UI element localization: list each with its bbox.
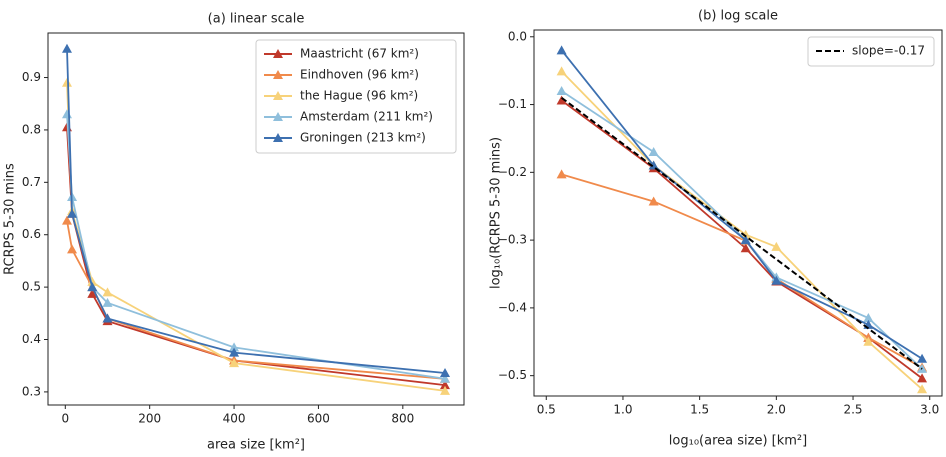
marker (648, 160, 659, 170)
marker (771, 241, 782, 251)
legend: slope=-0.17 (807, 36, 935, 67)
marker (740, 243, 751, 253)
marker (440, 368, 451, 378)
marker (863, 336, 874, 346)
x-tick-label: 0.5 (537, 403, 556, 417)
marker (67, 208, 78, 218)
x-tick-label: 2.0 (767, 403, 786, 417)
marker (556, 45, 567, 55)
legend-marker (273, 70, 283, 79)
y-tick-label: 0.6 (22, 227, 41, 241)
y-tick-label: 0.3 (22, 384, 41, 398)
marker (440, 385, 451, 395)
marker (648, 196, 659, 206)
legend-label: the Hague (96 km²) (300, 89, 418, 103)
y-tick-label: 0.4 (22, 332, 41, 346)
legend-box (255, 39, 457, 154)
chart-title: (a) linear scale (208, 12, 305, 27)
plot-frame (533, 29, 943, 397)
legend-marker (273, 112, 283, 121)
y-tick-label: −0.1 (498, 97, 527, 111)
legend-label: slope=-0.17 (852, 44, 925, 58)
series-line (561, 99, 923, 380)
x-tick-label: 200 (138, 412, 161, 426)
marker (61, 43, 72, 53)
x-tick-label: 400 (223, 412, 246, 426)
x-tick-label: 1.5 (690, 403, 709, 417)
marker (556, 66, 567, 76)
legend-label: Amsterdam (211 km²) (300, 110, 433, 124)
series-line (66, 114, 446, 380)
marker (61, 77, 72, 87)
marker (61, 215, 72, 225)
y-tick-label: −0.4 (498, 300, 527, 314)
marker (87, 276, 98, 286)
marker (102, 287, 113, 297)
marker (648, 147, 659, 156)
series-line (66, 127, 446, 386)
series-line (560, 49, 923, 360)
x-tick-label: 2.5 (843, 403, 862, 417)
marker (102, 297, 113, 307)
marker (917, 384, 928, 394)
marker (917, 373, 928, 383)
y-tick-label: −0.5 (498, 368, 527, 382)
series-line (66, 48, 446, 374)
marker (229, 347, 240, 357)
legend-marker (273, 49, 283, 58)
legend-marker (273, 91, 283, 100)
marker (440, 373, 451, 383)
x-tick-label: 0 (61, 412, 69, 426)
y-tick-label: −0.3 (498, 233, 527, 247)
marker (740, 235, 751, 245)
marker (771, 275, 782, 285)
chart-title: (b) log scale (698, 9, 778, 24)
series-line (560, 70, 923, 390)
plot-frame (47, 32, 465, 406)
marker (556, 95, 567, 105)
x-tick-label: 1.0 (613, 403, 632, 417)
x-tick-label: 3.0 (920, 403, 939, 417)
x-axis-label: log₁₀(area size) [km²] (669, 434, 807, 449)
marker (556, 169, 567, 179)
legend-label: Eindhoven (96 km²) (300, 68, 419, 82)
marker (87, 282, 98, 292)
legend-label: Groningen (213 km²) (300, 131, 426, 145)
series-line (561, 96, 923, 370)
marker (917, 353, 928, 363)
y-tick-label: 0.8 (22, 122, 41, 136)
legend-label: Maastricht (67 km²) (300, 47, 419, 61)
marker (556, 86, 567, 95)
marker (229, 358, 240, 368)
x-tick-label: 600 (307, 412, 330, 426)
y-axis-label: log₁₀(RCRPS 5-30 mins) (489, 137, 504, 289)
legend-box (807, 36, 935, 67)
series-line (561, 90, 923, 370)
y-tick-label: 0.9 (22, 70, 41, 84)
marker (863, 313, 874, 323)
marker (102, 313, 113, 323)
y-tick-label: 0.7 (22, 175, 41, 189)
legend: Maastricht (67 km²) Eindhoven (96 km²) the… (255, 39, 457, 154)
y-tick-label: 0.5 (22, 280, 41, 294)
marker (740, 229, 751, 239)
legend-marker (273, 133, 283, 142)
y-axis-label: RCRPS 5-30 mins (3, 163, 18, 275)
x-axis-label: area size [km²] (207, 438, 305, 453)
marker (87, 288, 98, 298)
marker (67, 244, 78, 254)
y-tick-label: 0.0 (508, 29, 527, 43)
y-tick-label: −0.2 (498, 165, 527, 179)
marker (61, 109, 72, 119)
x-tick-label: 800 (391, 412, 414, 426)
marker (229, 342, 240, 352)
marker (440, 380, 451, 390)
